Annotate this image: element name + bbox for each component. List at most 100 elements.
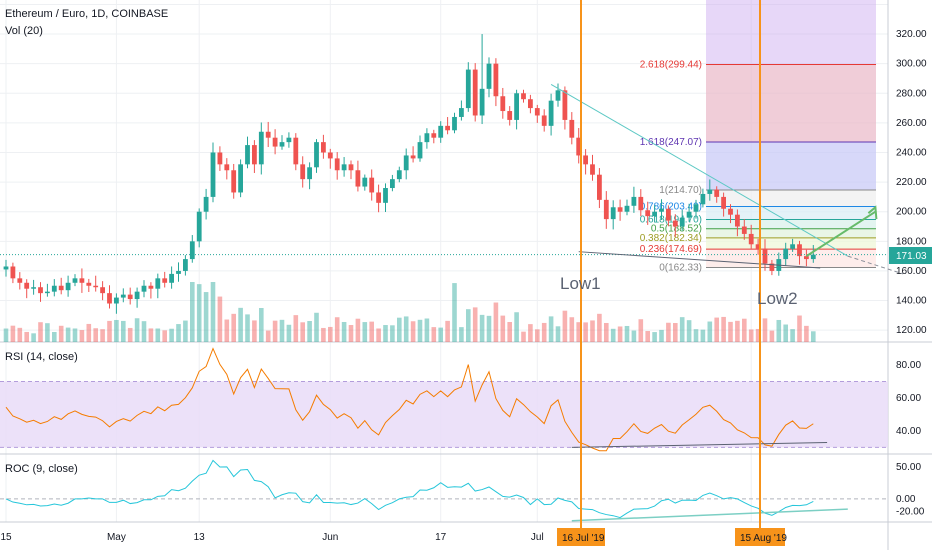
candle-body	[210, 152, 216, 197]
volume-bar	[790, 329, 795, 342]
rsi-title: RSI (14, close)	[5, 351, 78, 363]
fib-zone	[706, 237, 876, 250]
candle-body	[521, 93, 526, 100]
candle-body	[590, 164, 595, 175]
volume-bar	[679, 317, 685, 342]
volume-bar	[528, 324, 533, 342]
candle-body	[721, 196, 726, 209]
price-tick-label: 280.00	[896, 88, 927, 99]
fib-level-label: 0.236(174.69)	[640, 244, 702, 255]
volume-bar	[742, 318, 747, 342]
volume-bar	[31, 333, 36, 342]
candle-body	[783, 248, 789, 260]
candle-body	[383, 188, 388, 203]
volume-bar	[776, 319, 782, 342]
price-tick-label: 220.00	[896, 177, 927, 188]
volume-bar	[328, 326, 333, 342]
candle-body	[120, 294, 126, 298]
candle-body	[362, 177, 368, 187]
date-marker-label-2: 15 Aug '19	[740, 533, 787, 544]
candle-body	[528, 99, 533, 109]
fib-level-label: 2.618(299.44)	[640, 59, 702, 70]
candle-body	[659, 208, 664, 212]
volume-bar	[390, 325, 395, 342]
fib-zone	[706, 206, 876, 220]
candle-body	[300, 164, 306, 180]
volume-bar	[452, 283, 457, 342]
candle-body	[672, 220, 678, 227]
candle-body	[486, 63, 492, 89]
candle-body	[265, 131, 271, 138]
volume-bar	[797, 315, 802, 342]
candle-body	[597, 174, 602, 200]
price-axis[interactable]: 120.00 140.00 160.00 180.00 200.00 220.00 240.…	[0, 29, 932, 543]
volume-bar	[576, 322, 581, 342]
volume-bar	[107, 320, 112, 342]
volume-bar	[141, 321, 147, 342]
volume-bar	[148, 328, 154, 342]
candle-body	[417, 142, 423, 159]
volume-label: Vol (20)	[5, 25, 43, 37]
candle-body	[390, 179, 395, 189]
volume-bar	[348, 325, 354, 342]
candlesticks	[0, 34, 888, 314]
volume-bar	[500, 315, 506, 342]
volume-bar	[314, 312, 319, 342]
candle-body	[176, 270, 181, 274]
fibonacci-retracement[interactable]: 2.618(299.44) 1.618(247.07) 1(214.70) 0.786…	[640, 0, 876, 273]
volume-bar	[203, 292, 209, 342]
support-trendline	[578, 251, 821, 269]
rsi-pane	[0, 347, 888, 452]
candle-body	[341, 164, 347, 171]
candle-body	[693, 204, 699, 212]
volume-bar	[755, 328, 761, 342]
volume-bar	[714, 317, 719, 342]
volume-bar	[472, 307, 478, 342]
candle-body	[307, 167, 312, 180]
volume-bar	[286, 324, 292, 342]
volume-bar	[783, 324, 788, 342]
candle-body	[652, 211, 657, 217]
volume-bar	[769, 330, 775, 342]
volume-bar	[300, 322, 305, 342]
candle-body	[279, 142, 285, 147]
candle-body	[169, 273, 174, 283]
volume-bar	[334, 317, 340, 342]
volume-bar	[431, 327, 437, 342]
volume-bar	[52, 331, 57, 342]
candle-body	[376, 192, 381, 203]
volume-bar	[762, 318, 768, 342]
volume-bar	[466, 309, 471, 342]
candle-body	[396, 170, 402, 180]
volume-bar	[804, 325, 809, 342]
volume-bar	[693, 329, 699, 342]
candle-body	[534, 108, 540, 116]
volume-bar	[155, 328, 161, 342]
fib-zone	[706, 249, 876, 268]
candle-body	[735, 214, 740, 227]
candle-body	[183, 259, 188, 271]
volume-bar	[93, 328, 98, 342]
candle-body	[355, 170, 361, 187]
drawings[interactable]	[550, 83, 904, 275]
projection-arrow	[805, 210, 876, 257]
date-marker-lines[interactable]	[580, 0, 761, 528]
volume-bar	[666, 322, 671, 342]
volume-bar	[279, 319, 285, 342]
candle-body	[707, 189, 713, 194]
volume-bar	[210, 282, 216, 342]
candle-body	[162, 278, 168, 283]
volume-bar	[355, 318, 361, 342]
low2-annotation: Low2	[757, 289, 798, 308]
price-tick-label: 240.00	[896, 147, 927, 158]
volume-bar	[190, 282, 195, 342]
price-tick-label: 120.00	[896, 325, 927, 336]
candle-body	[217, 152, 223, 165]
candle-body	[58, 285, 64, 291]
time-tick-label: May	[107, 532, 126, 543]
price-tick-label: 140.00	[896, 296, 927, 307]
candle-body	[638, 196, 644, 211]
roc-tick-label: -20.00	[896, 507, 925, 518]
volume-bar	[58, 325, 64, 342]
